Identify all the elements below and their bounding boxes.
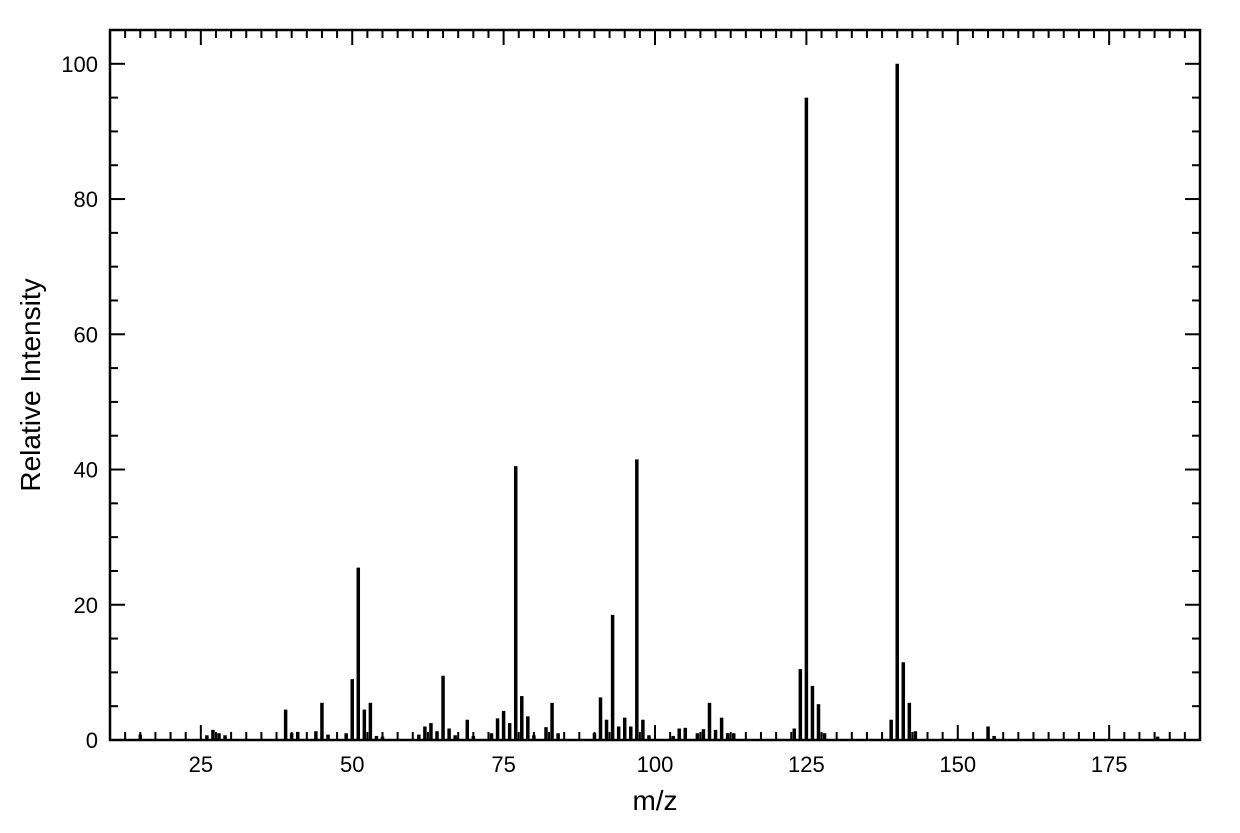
svg-text:75: 75 <box>491 752 515 777</box>
svg-text:50: 50 <box>340 752 364 777</box>
svg-text:20: 20 <box>74 593 98 618</box>
svg-text:175: 175 <box>1091 752 1128 777</box>
mass-spectrum-chart: 25 50 75 100 125 150 175 0 20 40 60 80 100 m/z Relativ… <box>0 0 1240 833</box>
x-axis-label: m/z <box>632 785 677 816</box>
svg-text:25: 25 <box>189 752 213 777</box>
svg-text:0: 0 <box>86 728 98 753</box>
svg-text:100: 100 <box>637 752 674 777</box>
svg-text:125: 125 <box>788 752 825 777</box>
svg-text:100: 100 <box>61 52 98 77</box>
y-axis-label: Relative Intensity <box>15 278 46 491</box>
svg-text:60: 60 <box>74 322 98 347</box>
svg-text:150: 150 <box>939 752 976 777</box>
svg-text:40: 40 <box>74 458 98 483</box>
svg-text:80: 80 <box>74 187 98 212</box>
spectrum-svg: 25 50 75 100 125 150 175 0 20 40 60 80 100 m/z Relativ… <box>0 0 1240 833</box>
